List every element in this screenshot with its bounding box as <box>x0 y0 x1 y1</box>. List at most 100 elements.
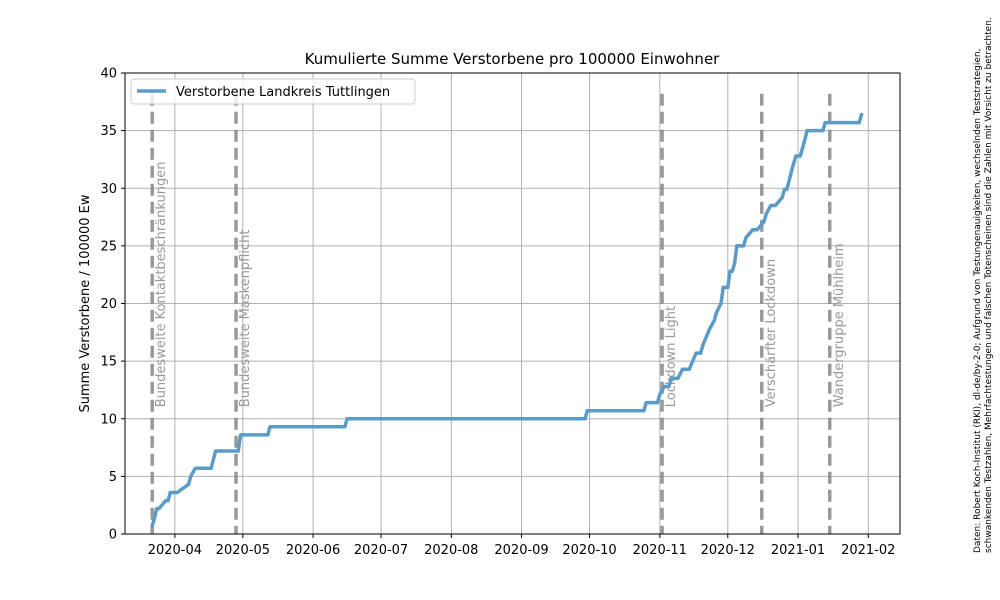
data-point <box>755 228 759 232</box>
data-point <box>236 449 240 453</box>
source-note-line-2: schwankenden Testzahlen, Mehrfachtestung… <box>984 17 994 553</box>
legend: Verstorbene Landkreis Tuttlingen <box>130 78 416 105</box>
chart-title: Kumulierte Summe Verstorbene pro 100000 … <box>305 50 721 68</box>
data-point <box>739 244 744 248</box>
data-point <box>701 343 705 347</box>
data-point <box>764 212 768 216</box>
data-point <box>343 425 347 429</box>
y-tick-label: 40 <box>100 67 117 82</box>
data-point <box>152 516 157 520</box>
data-point <box>744 236 748 240</box>
data-point <box>585 409 589 413</box>
data-point <box>721 285 725 289</box>
event-markers: Bundesweite Kontaktbeschränkungen Bundesw… <box>150 93 847 534</box>
data-point <box>658 392 662 397</box>
y-axis: 0 5 10 15 20 25 30 35 40 <box>100 67 125 543</box>
event-label: Wandergruppe Mühlheim <box>832 243 847 407</box>
data-point <box>803 138 807 142</box>
source-note: Daten: Robert Koch-Institut (RKI), dl-de… <box>973 17 994 553</box>
data-point <box>150 524 154 528</box>
data-point <box>742 244 746 248</box>
x-tick-label: 2020-12 <box>701 543 755 558</box>
data-point <box>699 351 703 355</box>
data-point <box>857 121 861 125</box>
data-point <box>762 220 766 224</box>
data-point <box>239 433 243 437</box>
data-point <box>168 490 172 495</box>
data-point <box>164 499 168 503</box>
data-point <box>785 187 789 191</box>
data-point <box>193 466 197 470</box>
y-tick-label: 35 <box>100 124 117 139</box>
data-point <box>773 203 778 208</box>
data-point <box>789 170 793 174</box>
x-axis: 2020-04 2020-05 2020-06 2020-07 2020-08 2020-… <box>148 534 895 558</box>
x-tick-label: 2020-08 <box>424 543 478 558</box>
y-tick-label: 25 <box>100 239 117 254</box>
data-point <box>667 384 671 389</box>
data-point <box>655 401 660 405</box>
series-layer <box>150 112 864 528</box>
data-point <box>155 507 159 511</box>
data-point <box>771 203 775 208</box>
data-point <box>676 376 680 380</box>
y-tick-label: 15 <box>100 355 117 370</box>
data-point <box>733 261 737 265</box>
data-point <box>812 129 816 133</box>
data-point <box>712 319 716 323</box>
data-point <box>714 311 719 315</box>
data-point <box>214 449 218 453</box>
x-tick-label: 2020-10 <box>562 543 616 558</box>
data-point <box>728 269 732 273</box>
data-point <box>782 187 787 191</box>
data-point <box>780 195 784 200</box>
data-point <box>708 327 712 331</box>
data-point <box>583 417 587 421</box>
data-point <box>794 154 798 158</box>
x-tick-label: 2021-01 <box>771 543 825 558</box>
data-point <box>209 466 213 470</box>
data-point <box>737 244 741 248</box>
data-point <box>662 384 666 389</box>
data-point <box>644 401 648 405</box>
data-point <box>726 285 730 289</box>
data-point <box>787 179 791 183</box>
data-point <box>823 121 827 125</box>
y-tick-label: 0 <box>109 528 117 543</box>
data-point <box>769 203 773 208</box>
x-tick-label: 2020-05 <box>216 543 270 558</box>
data-point <box>719 301 723 306</box>
x-tick-label: 2020-09 <box>494 543 548 558</box>
data-point <box>805 129 809 133</box>
data-point <box>683 367 687 371</box>
data-point <box>687 367 691 371</box>
source-note-line-1: Daten: Robert Koch-Institut (RKI), dl-de… <box>973 49 983 553</box>
x-tick-label: 2020-06 <box>286 543 340 558</box>
data-point <box>730 269 734 273</box>
data-point <box>166 499 170 503</box>
data-point <box>266 433 270 437</box>
data-point <box>669 376 673 380</box>
legend-entry: Verstorbene Landkreis Tuttlingen <box>176 85 390 100</box>
x-tick-label: 2021-02 <box>841 543 895 558</box>
data-point <box>680 367 685 371</box>
data-point <box>345 417 349 421</box>
y-tick-label: 5 <box>109 470 117 485</box>
data-point <box>157 507 161 511</box>
data-point <box>753 228 757 232</box>
data-point <box>642 409 646 413</box>
data-point <box>189 474 193 478</box>
x-tick-label: 2020-04 <box>148 543 202 558</box>
y-tick-label: 10 <box>100 412 117 427</box>
data-point <box>268 425 272 429</box>
event-label: Bundesweite Maskenpflicht <box>238 230 253 408</box>
data-point <box>791 162 796 166</box>
event-label: Lockdown Light <box>664 306 679 407</box>
legend-box <box>130 78 416 105</box>
event-label: Bundesweite Kontaktbeschränkungen <box>154 162 169 408</box>
data-point <box>175 490 179 495</box>
event-label: Verschärfter Lockdown <box>764 259 779 407</box>
series-line <box>150 112 864 528</box>
data-point <box>859 112 864 117</box>
